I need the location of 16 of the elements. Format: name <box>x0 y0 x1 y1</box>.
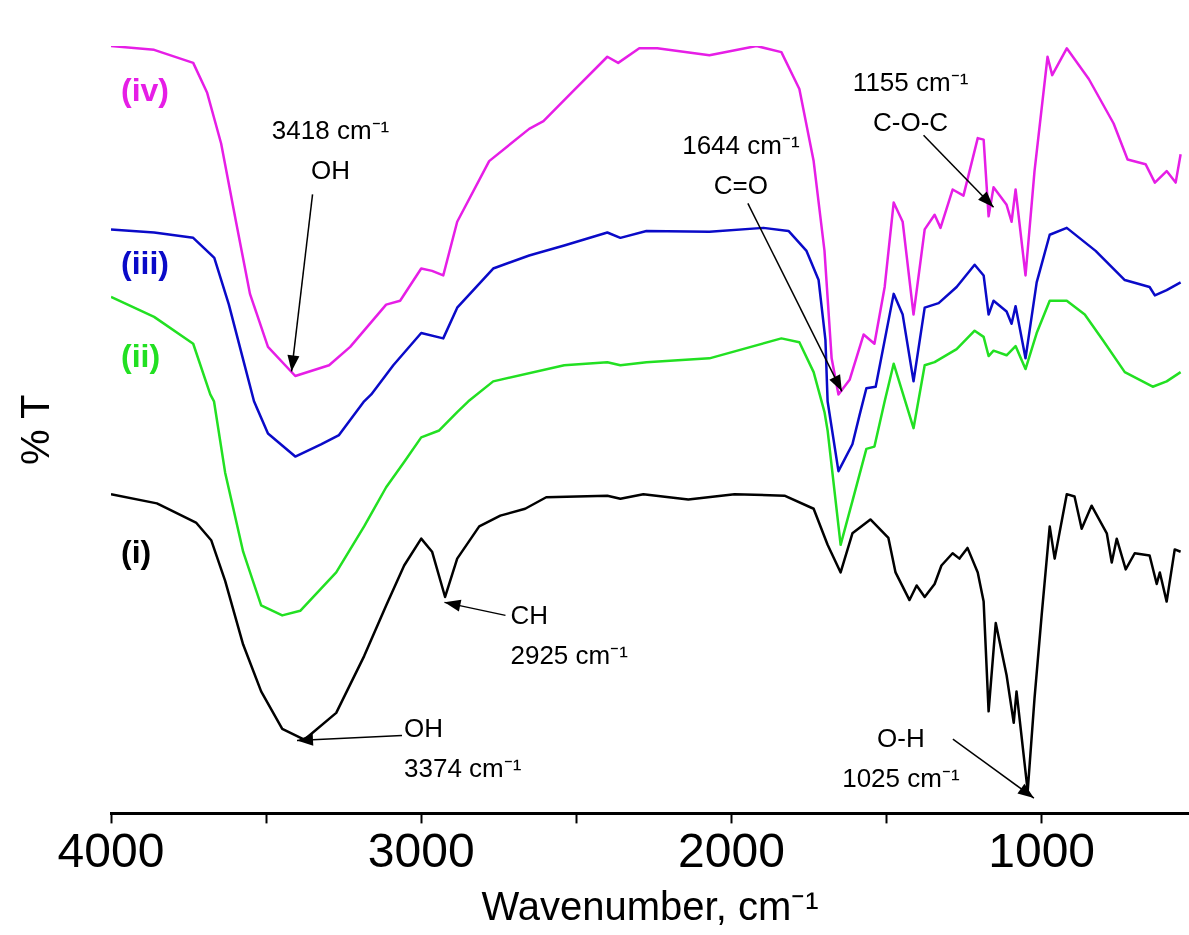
annotation: 1644 cm⁻¹ C=O <box>682 129 800 200</box>
annotation: CH 2925 cm⁻¹ <box>510 599 629 670</box>
series-label: (iii) <box>121 245 169 282</box>
series-label: (iv) <box>121 71 169 108</box>
series-label: (i) <box>121 533 152 570</box>
annotation: 1155 cm⁻¹ C-O-C <box>852 67 969 138</box>
series-label: (ii) <box>121 337 161 374</box>
x-tick-label: 1000 <box>988 824 1096 878</box>
x-tick-label: 2000 <box>678 824 785 878</box>
x-axis-title: Wavenumber, cm⁻¹ <box>481 884 819 929</box>
x-tick-label: 3000 <box>367 824 475 878</box>
x-tick-label: 4000 <box>57 824 165 878</box>
annotation: O-H 1025 cm⁻¹ <box>842 723 960 794</box>
annotation: 3418 cm⁻¹ OH <box>271 114 390 185</box>
y-axis-title: % T <box>13 394 58 465</box>
annotation: OH 3374 cm⁻¹ <box>404 712 522 783</box>
